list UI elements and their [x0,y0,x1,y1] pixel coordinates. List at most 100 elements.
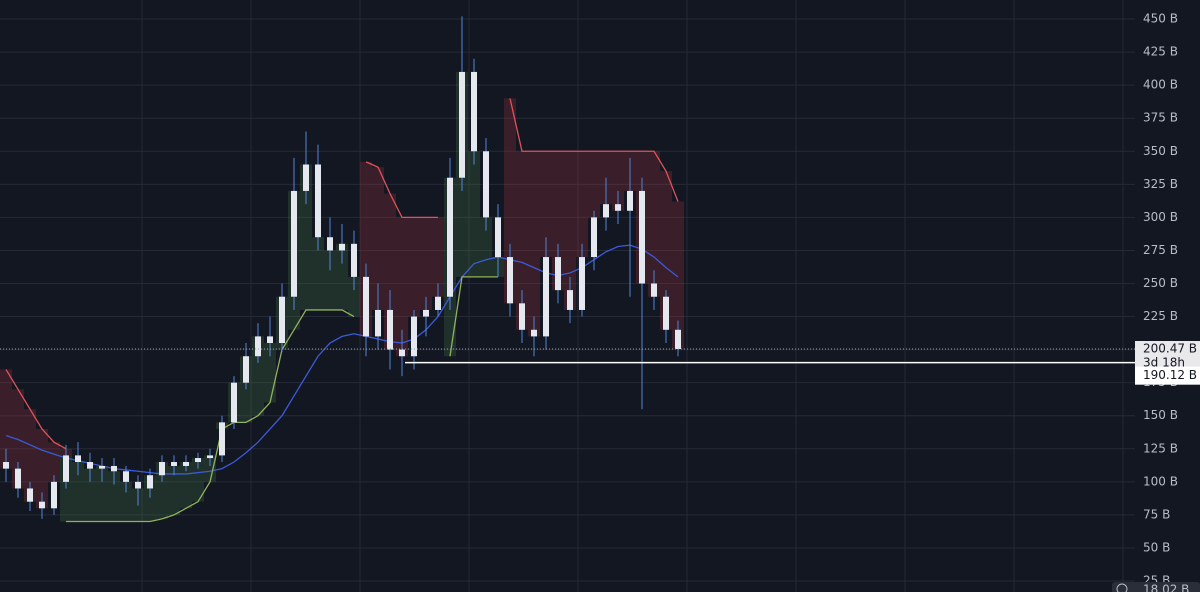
y-tick-label: 450 B [1143,12,1178,26]
band-fill [672,201,684,349]
band-fill [120,481,132,522]
band-fill [528,151,540,337]
band-fill [504,98,516,304]
candle-body [87,462,93,469]
band-fill [168,465,180,515]
band-fill [156,462,168,519]
candle-body [123,471,129,482]
candle-body [519,303,525,330]
y-tick-label: 325 B [1143,177,1178,191]
band-fill [396,217,408,357]
footer-label: 18.02 B [1143,583,1189,592]
candle-body [99,465,105,469]
y-tick-label: 250 B [1143,276,1178,290]
indicator-line [66,276,498,523]
y-tick-label: 275 B [1143,243,1178,257]
band-fill [24,409,36,502]
candle-body [207,455,213,459]
candle-body [387,309,393,350]
candle-body [495,217,501,258]
zoom-icon [1116,583,1128,592]
candle-body [315,164,321,238]
candle-body [627,190,633,211]
candle-body [411,316,417,357]
candle-body [423,309,429,317]
band-fill [96,465,108,522]
candle-body [267,336,273,344]
candle-body [351,243,357,277]
band-fill [48,442,60,482]
level-label: 190.12 B [1143,368,1197,382]
band-fill [564,151,576,310]
candle-body [639,190,645,284]
band-fill [588,151,600,218]
candle-body [231,382,237,423]
footer-box [1112,582,1200,592]
candle-body [147,475,153,489]
candle-body [375,309,381,337]
band-fill [300,164,312,310]
band-fill [660,171,672,330]
band-fill [0,369,12,469]
y-tick-label: 225 B [1143,309,1178,323]
band-fill [312,237,324,310]
indicator-line [5,98,679,450]
indicator-line [5,244,679,475]
y-tick-label: 100 B [1143,474,1178,488]
candle-body [159,462,165,476]
band-fill [408,217,420,317]
candle-body [135,481,141,489]
band-fill [336,243,348,310]
candle-body [459,71,465,178]
candle-body [327,237,333,251]
candle-body [483,151,489,218]
candle-body [75,455,81,463]
band-fill [372,167,384,310]
band-fill [192,458,204,502]
y-tick-label: 300 B [1143,210,1178,224]
band-fill [348,276,360,317]
band-fill [552,151,564,291]
plot [0,16,1135,523]
band-fill [204,455,216,482]
grid [0,0,1135,592]
countdown-label: 3d 18h [1143,355,1185,369]
candle-body [303,164,309,191]
y-tick-label: 425 B [1143,45,1178,59]
candle-body [15,468,21,489]
band-fill [576,151,588,258]
candle-body [555,257,561,291]
y-tick-label: 150 B [1143,408,1178,422]
candle-body [507,257,513,304]
candle-body [363,276,369,337]
candle-body [531,329,537,337]
band-fill [108,471,120,522]
band-fill [516,151,528,330]
candle-body [255,336,261,357]
candle-body [183,462,189,466]
band-fill [480,217,492,277]
band-fill [324,250,336,310]
price-label-box [1135,340,1200,371]
y-tick-label: 125 B [1143,441,1178,455]
candle-body [543,257,549,337]
candle-body [111,465,117,472]
candle-body [219,422,225,456]
band-fill [600,151,612,205]
candle-body [243,356,249,383]
candle-body [171,462,177,466]
band-fill [84,468,96,522]
band-fill [420,217,432,310]
y-tick-label: 400 B [1143,78,1178,92]
candle-body [435,296,441,310]
band-fill [468,151,480,277]
candle-body [603,204,609,218]
candle-body [615,204,621,211]
candle-body [51,481,57,509]
candle-body [399,349,405,357]
candle-body [447,177,453,297]
band-fill [72,462,84,522]
candle-body [471,71,477,152]
